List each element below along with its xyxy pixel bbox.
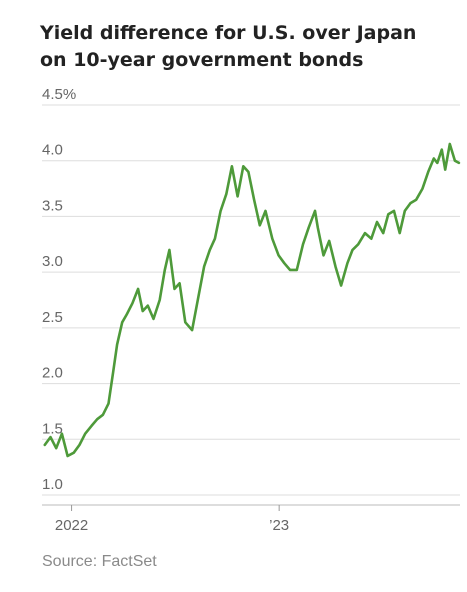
y-tick-label: 3.5 — [42, 197, 63, 214]
x-axis-ticks: 2022 ’23 — [55, 505, 289, 534]
gridlines — [42, 104, 460, 496]
series-line-yield-difference — [43, 142, 461, 458]
y-tick-label: 3.0 — [42, 253, 63, 270]
x-tick-label: ’23 — [269, 517, 289, 534]
y-tick-label: 4.5% — [42, 86, 76, 103]
y-tick-label: 2.5 — [42, 309, 63, 326]
chart-title: Yield difference for U.S. over Japan on … — [40, 22, 417, 71]
x-tick-label: 2022 — [55, 517, 88, 534]
source-note: Source: FactSet — [42, 553, 157, 570]
y-tick-label: 4.0 — [42, 142, 63, 159]
y-axis-tick-labels: 1.0 1.5 2.0 2.5 3.0 3.5 4.0 4.5% — [42, 86, 76, 493]
y-tick-label: 2.0 — [42, 365, 63, 382]
y-tick-label: 1.5 — [42, 420, 63, 437]
y-tick-label: 1.0 — [42, 476, 63, 493]
